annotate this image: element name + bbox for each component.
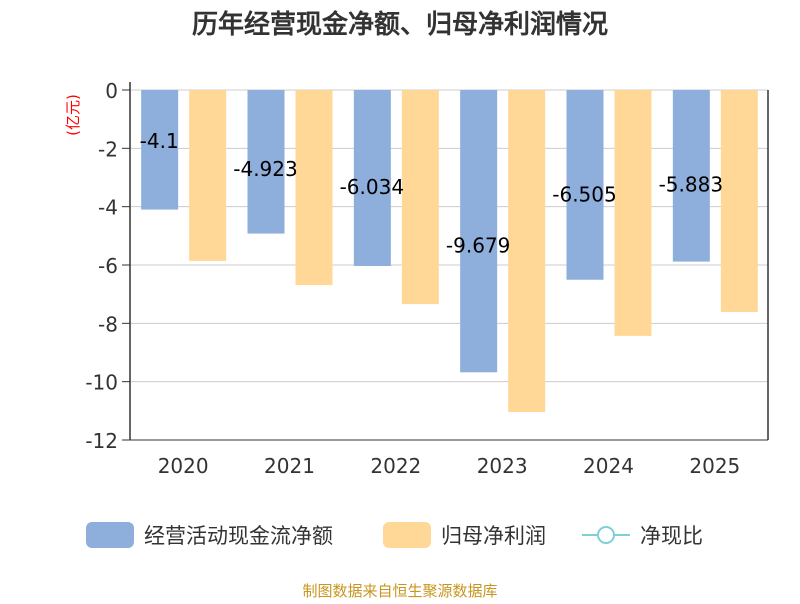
bar-profit: [189, 90, 227, 261]
bar-cashflow: [460, 90, 498, 373]
bar-cashflow: [672, 90, 710, 262]
y-tick-label: -8: [98, 312, 118, 336]
data-label: -5.883: [659, 172, 723, 196]
bar-profit: [508, 90, 546, 412]
data-label: -4.1: [140, 129, 179, 153]
x-tick-label: 2023: [477, 454, 528, 478]
data-label: -9.679: [446, 233, 510, 257]
bar-cashflow: [353, 90, 391, 266]
legend-marker-ratio: [597, 526, 615, 544]
data-label: -4.923: [233, 157, 297, 181]
x-tick-label: 2022: [370, 454, 421, 478]
bar-cashflow: [566, 90, 604, 280]
footer-source: 制图数据来自恒生聚源数据库: [302, 582, 497, 600]
x-tick-label: 2020: [158, 454, 209, 478]
legend-swatch-cashflow: [86, 522, 134, 548]
y-tick-label: -12: [85, 429, 118, 453]
bar-profit: [401, 90, 439, 305]
bar-cashflow: [247, 90, 285, 234]
y-tick-label: -2: [98, 137, 118, 161]
bar-cashflow: [141, 90, 179, 210]
legend: 经营活动现金流净额 归母净利润 净现比: [86, 522, 703, 548]
x-tick-label: 2024: [583, 454, 634, 478]
data-label: -6.505: [552, 182, 616, 206]
x-tick-label: 2021: [264, 454, 315, 478]
y-axis-label: (亿元): [64, 94, 82, 136]
bar-profit: [295, 90, 333, 286]
y-tick-label: 0: [105, 79, 118, 103]
chart-title: 历年经营现金净额、归母净利润情况: [192, 9, 608, 40]
y-tick-label: -10: [85, 371, 118, 395]
y-tick-label: -4: [98, 196, 118, 220]
y-tick-label: -6: [98, 254, 118, 278]
bar-profit: [720, 90, 758, 312]
legend-label-profit: 归母净利润: [441, 524, 546, 548]
x-tick-label: 2025: [689, 454, 740, 478]
data-label: -6.034: [340, 175, 404, 199]
legend-label-ratio: 净现比: [640, 524, 703, 548]
legend-swatch-profit: [383, 522, 431, 548]
bar-profit: [614, 90, 652, 336]
legend-label-cashflow: 经营活动现金流净额: [144, 524, 333, 548]
